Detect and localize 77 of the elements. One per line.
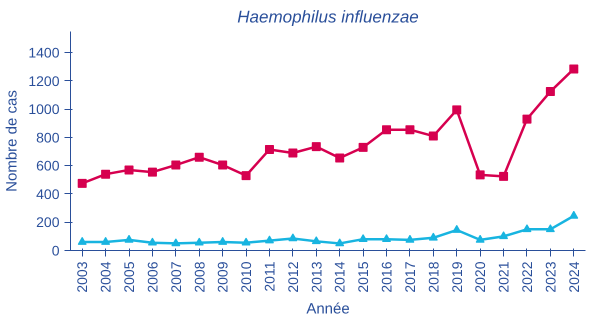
point (522, 224, 532, 232)
point (358, 234, 368, 242)
y-tick-label: 1200 (28, 72, 60, 89)
point (382, 234, 392, 242)
point (499, 231, 508, 240)
point (194, 152, 204, 162)
point (382, 125, 392, 134)
point (242, 171, 251, 180)
point (522, 114, 532, 124)
y-tick-label: 400 (36, 186, 60, 202)
point (499, 172, 508, 181)
point (171, 238, 180, 246)
point (264, 235, 274, 244)
point (312, 236, 321, 244)
point (405, 125, 414, 134)
chart-title: Haemophilus influenzae (237, 8, 419, 26)
x-tick-label: 2020 (472, 261, 488, 293)
x-tick-label: 2012 (284, 261, 301, 293)
point (358, 142, 368, 152)
x-tick-label: 2017 (402, 261, 418, 293)
point (218, 236, 228, 245)
x-tick-label: 2013 (308, 261, 324, 293)
point (124, 165, 134, 174)
point (476, 170, 485, 180)
point (101, 170, 110, 179)
point (194, 238, 204, 246)
y-axis-title: Nombre de cas (3, 90, 20, 192)
y-tick-label: 1000 (28, 101, 60, 118)
x-tick-label: 2011 (261, 261, 278, 292)
point (124, 234, 134, 243)
x-tick-label: 2022 (518, 261, 535, 293)
x-tick-label: 2023 (542, 261, 558, 293)
point (546, 87, 555, 96)
x-tick-label: 2019 (448, 261, 465, 293)
point (171, 160, 180, 170)
point (405, 234, 414, 243)
point (264, 144, 274, 154)
point (335, 153, 344, 162)
x-tick-label: 2010 (238, 261, 254, 293)
point (78, 178, 87, 188)
y-tick-label: 800 (36, 129, 60, 146)
x-axis-title: Année (306, 300, 350, 318)
x-tick-label: 2008 (191, 261, 208, 293)
x-tick-label: 2015 (355, 261, 372, 293)
point (452, 105, 462, 114)
x-tick-label: 2006 (144, 261, 160, 293)
point (101, 236, 110, 245)
point (288, 148, 298, 158)
point (312, 142, 321, 152)
x-tick-label: 2003 (74, 261, 90, 293)
point (242, 238, 251, 246)
point (288, 233, 298, 242)
point (569, 64, 578, 74)
point (476, 234, 485, 243)
x-tick-label: 2018 (425, 261, 442, 293)
point (335, 238, 344, 246)
point (452, 224, 462, 233)
point (148, 168, 157, 177)
x-tick-label: 2016 (378, 261, 395, 293)
x-tick-label: 2021 (496, 261, 512, 293)
point (569, 210, 578, 219)
point (428, 132, 438, 141)
y-tick-label: 600 (36, 158, 60, 174)
y-tick-label: 1400 (28, 44, 60, 61)
x-tick-label: 2004 (98, 261, 114, 293)
x-tick-label: 2014 (332, 261, 348, 293)
x-tick-label: 2009 (214, 261, 231, 293)
point (546, 224, 555, 232)
point (78, 236, 87, 245)
y-tick-label: 200 (36, 214, 60, 230)
x-tick-label: 2024 (566, 261, 582, 293)
point (148, 238, 157, 246)
x-tick-label: 2007 (168, 261, 184, 293)
point (218, 160, 228, 170)
y-tick-label: 0 (52, 242, 60, 258)
x-tick-label: 2005 (121, 261, 138, 293)
point (428, 232, 438, 241)
